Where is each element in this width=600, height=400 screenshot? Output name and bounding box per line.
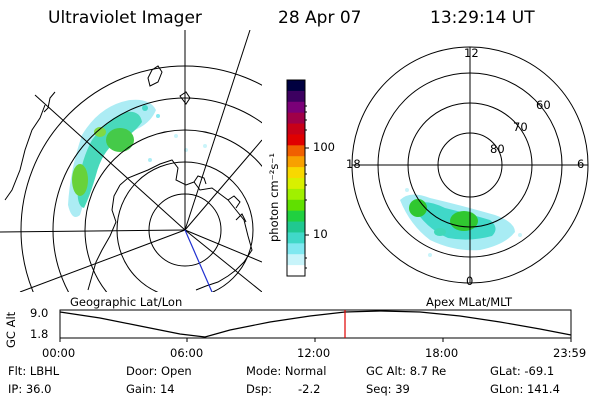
geo-aurora-emission	[68, 99, 207, 218]
colorbar-cell	[287, 134, 305, 146]
colorbar-cell	[287, 178, 305, 190]
colorbar-cell	[287, 80, 305, 92]
colorbar-cell	[287, 265, 305, 277]
colorbar-cell	[287, 243, 305, 255]
mode-info: Mode: Normal	[246, 364, 327, 378]
polar-map-label: Apex MLat/MLT	[426, 295, 513, 309]
mlt-label-18: 18	[346, 157, 361, 171]
gain-info: Gain: 14	[126, 382, 175, 396]
gc-alt-info: GC Alt: 8.7 Re	[366, 364, 447, 378]
observation-time: 13:29:14 UT	[430, 8, 535, 28]
time-tick-1200: 12:00	[297, 346, 331, 360]
filter-info: Flt: LBHL	[8, 364, 60, 378]
altitude-tick-low: 1.8	[30, 327, 49, 341]
colorbar-tick-10: 10	[313, 227, 328, 241]
colorbar-cell	[287, 254, 305, 266]
time-tick-0600: 06:00	[170, 346, 204, 360]
colorbar-cell	[287, 101, 305, 114]
time-tick-0000: 00:00	[42, 346, 76, 360]
mlt-label-0: 0	[466, 274, 474, 288]
colorbar-cell	[287, 199, 305, 212]
ip-info: IP: 36.0	[8, 382, 52, 396]
altitude-plot	[59, 309, 572, 342]
mlat-label-70: 70	[513, 120, 528, 134]
colorbar-cell	[287, 145, 305, 157]
colorbar-cell	[287, 156, 305, 168]
mlat-label-80: 80	[490, 142, 505, 156]
colorbar-cell	[287, 232, 305, 244]
altitude-curve	[59, 310, 572, 338]
colorbar-cell	[287, 221, 305, 233]
colorbar-cell	[287, 112, 305, 125]
colorbar-unit-label: photon cm⁻²s⁻¹	[267, 153, 281, 242]
altitude-axis-label: GC Alt	[4, 311, 18, 348]
geographic-map	[0, 30, 262, 292]
dsp-label: Dsp:	[246, 382, 273, 396]
geo-coastlines	[4, 65, 253, 291]
time-tick-1800: 18:00	[425, 346, 459, 360]
geo-satellite-track	[184, 229, 213, 292]
mlat-label-60: 60	[536, 98, 551, 112]
observation-date: 28 Apr 07	[278, 8, 362, 28]
glat-info: GLat: -69.1	[490, 364, 555, 378]
seq-info: Seq: 39	[366, 382, 410, 396]
instrument-title: Ultraviolet Imager	[48, 8, 202, 28]
mlt-label-6: 6	[577, 157, 585, 171]
colorbar	[286, 79, 309, 277]
time-tick-2359: 23:59	[553, 346, 587, 360]
dsp-value: -2.2	[298, 382, 321, 396]
colorbar-cell	[287, 188, 305, 201]
colorbar-cell	[287, 167, 305, 179]
glon-info: GLon: 141.4	[490, 382, 560, 396]
altitude-tick-high: 9.0	[30, 306, 49, 320]
door-info: Door: Open	[126, 364, 192, 378]
mlt-label-12: 12	[464, 46, 479, 60]
colorbar-tick-100: 100	[313, 140, 335, 154]
colorbar-cell	[287, 210, 305, 223]
polar-map	[351, 46, 589, 284]
geo-longitude-grid	[0, 30, 262, 292]
colorbar-cell	[287, 90, 305, 103]
colorbar-cell	[287, 123, 305, 135]
geo-map-label: Geographic Lat/Lon	[70, 295, 183, 309]
